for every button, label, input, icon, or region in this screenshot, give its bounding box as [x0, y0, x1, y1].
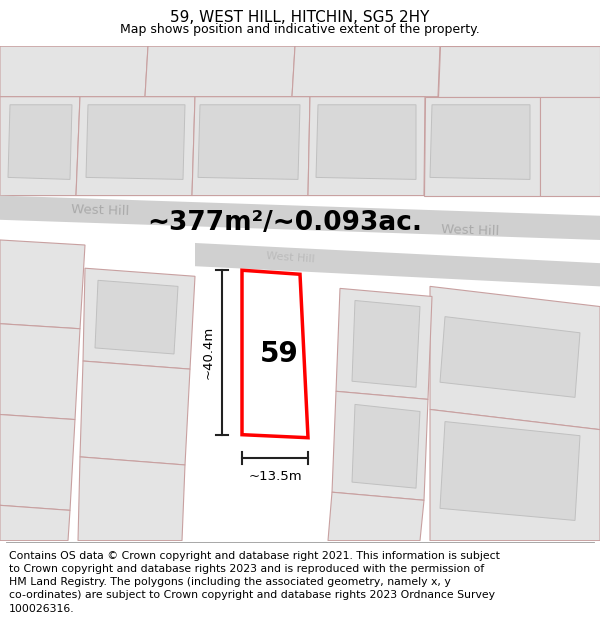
Text: West Hill: West Hill [441, 223, 499, 238]
Text: 59: 59 [260, 340, 298, 368]
Polygon shape [0, 97, 80, 196]
Polygon shape [95, 281, 178, 354]
Polygon shape [292, 46, 440, 97]
Polygon shape [198, 105, 300, 179]
Text: ~40.4m: ~40.4m [202, 326, 215, 379]
Polygon shape [440, 422, 580, 521]
Text: Map shows position and indicative extent of the property.: Map shows position and indicative extent… [120, 23, 480, 36]
Text: Contains OS data © Crown copyright and database right 2021. This information is : Contains OS data © Crown copyright and d… [9, 551, 500, 614]
Polygon shape [336, 288, 432, 399]
Polygon shape [145, 46, 295, 97]
Polygon shape [352, 404, 420, 488]
Polygon shape [424, 97, 540, 196]
Text: 59, WEST HILL, HITCHIN, SG5 2HY: 59, WEST HILL, HITCHIN, SG5 2HY [170, 10, 430, 25]
Polygon shape [242, 270, 308, 438]
Polygon shape [0, 196, 600, 240]
Polygon shape [430, 105, 530, 179]
Text: ~13.5m: ~13.5m [248, 469, 302, 482]
Polygon shape [430, 286, 600, 429]
Polygon shape [328, 492, 424, 541]
Polygon shape [0, 324, 80, 419]
Polygon shape [86, 105, 185, 179]
Polygon shape [438, 46, 600, 97]
Polygon shape [0, 46, 148, 97]
Polygon shape [192, 97, 310, 196]
Polygon shape [308, 97, 425, 196]
Polygon shape [78, 457, 185, 541]
Polygon shape [0, 240, 85, 329]
Polygon shape [76, 97, 195, 196]
Polygon shape [0, 414, 75, 511]
Text: ~377m²/~0.093ac.: ~377m²/~0.093ac. [148, 210, 422, 236]
Polygon shape [440, 317, 580, 398]
Polygon shape [332, 391, 428, 500]
Polygon shape [316, 105, 416, 179]
Polygon shape [195, 243, 600, 286]
Polygon shape [83, 268, 195, 369]
Polygon shape [540, 97, 600, 196]
Polygon shape [80, 361, 190, 465]
Text: West Hill: West Hill [265, 251, 314, 265]
Polygon shape [352, 301, 420, 388]
Polygon shape [8, 105, 72, 179]
Polygon shape [430, 409, 600, 541]
Text: West Hill: West Hill [71, 203, 129, 218]
Polygon shape [0, 506, 70, 541]
